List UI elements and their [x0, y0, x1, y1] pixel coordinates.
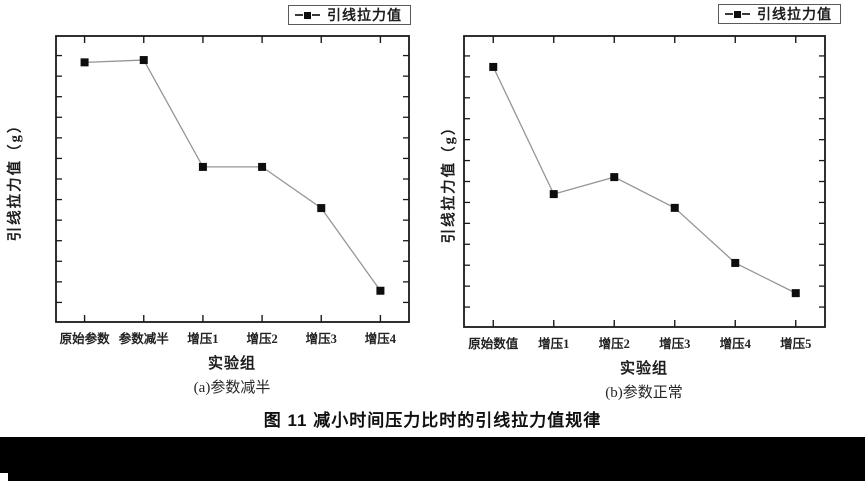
x-tick-labels-right: 原始数值 增压1 增压2 增压3 增压4 增压5 — [463, 333, 826, 351]
x-tick-label: 增压4 — [719, 337, 751, 351]
y-axis-label-right: 引线拉力值（g） — [441, 118, 458, 244]
x-axis-title-left: 实验组 — [207, 356, 257, 372]
x-axis-title-right: 实验组 — [619, 361, 669, 377]
legend-label: 引线拉力值 — [327, 9, 402, 24]
line-square-marker-icon — [725, 10, 750, 18]
x-tick-label: 增压1 — [187, 332, 219, 346]
panel-subtitle-right: (b)参数正常 — [605, 385, 683, 401]
x-tick-label: 参数减半 — [118, 332, 169, 346]
line-square-marker-icon — [295, 11, 320, 19]
x-tick-label: 增压2 — [598, 337, 630, 351]
x-tick-label: 原始数值 — [468, 337, 519, 351]
legend-box-right: 引线拉力值 — [718, 4, 841, 24]
x-tick-label: 原始参数 — [59, 332, 110, 346]
x-tick-label: 增压3 — [305, 332, 337, 346]
x-tick-labels-left: 原始参数 参数减半 增压1 增压2 增压3 增压4 — [55, 328, 410, 346]
y-axis-label-left: 引线拉力值（g） — [7, 116, 24, 242]
x-tick-label: 增压3 — [659, 337, 691, 351]
x-tick-label: 增压1 — [538, 337, 570, 351]
bottom-left-white-notch — [0, 473, 8, 481]
bottom-black-bar — [0, 437, 865, 481]
plot-area-right — [463, 35, 826, 328]
figure-caption: 图 11 减小时间压力比时的引线拉力值规律 — [263, 411, 602, 430]
legend-box-left: 引线拉力值 — [288, 5, 411, 25]
plot-area-left — [55, 35, 410, 323]
legend-label: 引线拉力值 — [757, 8, 832, 23]
x-tick-label: 增压4 — [364, 332, 397, 346]
panel-subtitle-left: (a)参数减半 — [193, 380, 271, 396]
x-tick-label: 增压5 — [780, 337, 812, 351]
x-tick-label: 增压2 — [246, 332, 278, 346]
